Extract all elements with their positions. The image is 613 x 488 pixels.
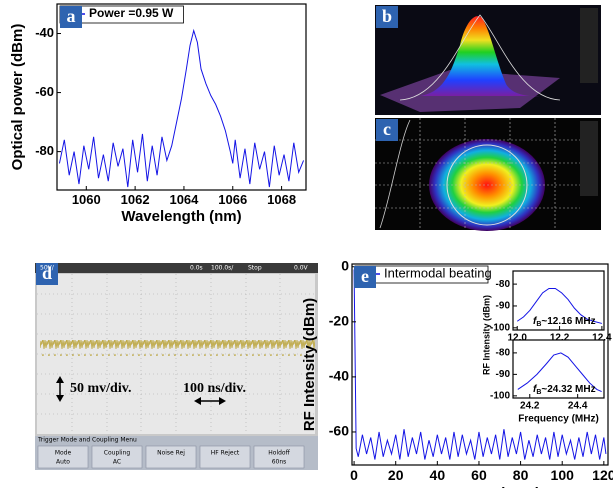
x-tick-label: 24.4 bbox=[568, 401, 588, 412]
panel-label-box bbox=[376, 119, 398, 141]
x-tick-label: 100 bbox=[551, 467, 575, 483]
annotation-subscript: B bbox=[536, 389, 541, 396]
panel-label-box bbox=[60, 6, 82, 28]
data-line bbox=[517, 352, 602, 393]
y-axis-label: RF Intensity (dBm) bbox=[301, 298, 318, 431]
panel-label: a bbox=[67, 6, 76, 26]
data-line bbox=[58, 28, 305, 188]
scope-button-value: AC bbox=[113, 459, 121, 466]
x-tick-label: 1068 bbox=[267, 192, 296, 207]
y-tick-label: -80 bbox=[496, 348, 511, 359]
y-axis-label: RF Intensity (dBm) bbox=[481, 295, 491, 375]
scope-status: 50V/ bbox=[40, 265, 55, 272]
scope-status: Stop bbox=[248, 265, 262, 272]
x-tick-label: 80 bbox=[513, 467, 529, 483]
x-tick-label: 120 bbox=[592, 467, 613, 483]
scope-button bbox=[199, 445, 251, 469]
y-tick-label: -80 bbox=[35, 143, 54, 158]
y-tick-label: 0 bbox=[341, 257, 349, 273]
panel-label: e bbox=[361, 266, 369, 286]
y-tick-label: -20 bbox=[329, 313, 349, 329]
x-tick-label: 1062 bbox=[121, 192, 150, 207]
scope-button bbox=[253, 445, 305, 469]
panel-label-box bbox=[354, 266, 376, 288]
annotation-text: ~24.32 MHz bbox=[541, 384, 595, 395]
y-tick-label: -40 bbox=[35, 25, 54, 40]
panel-label-box bbox=[36, 263, 58, 285]
annotation-text: ~12.16 MHz bbox=[541, 316, 595, 327]
panel-label: b bbox=[382, 6, 392, 26]
scope-button-label: HF Reject bbox=[211, 450, 240, 457]
x-tick-label: 1060 bbox=[72, 192, 101, 207]
scope-button bbox=[145, 445, 197, 469]
x-tick-label: 24.2 bbox=[520, 401, 540, 412]
annotation-subscript: B bbox=[536, 321, 541, 328]
x-axis-label: Wavelength (nm) bbox=[121, 208, 241, 225]
x-tick-label: 1064 bbox=[169, 192, 199, 207]
scope-button-label: Noise Rej bbox=[157, 450, 185, 457]
plot-frame bbox=[512, 339, 605, 399]
vertical-scale: 50 mv/div. bbox=[70, 381, 131, 396]
y-tick-label: -90 bbox=[496, 369, 511, 380]
scope-button bbox=[37, 445, 89, 469]
x-axis-label: Frequency (MHz) bbox=[420, 485, 541, 488]
y-tick-label: -100 bbox=[490, 322, 510, 333]
scope-button-label: Coupling bbox=[104, 450, 131, 457]
data-line bbox=[353, 269, 607, 460]
scope-button-value: Auto bbox=[56, 459, 70, 466]
y-tick-label: -90 bbox=[496, 301, 511, 312]
x-tick-label: 20 bbox=[388, 467, 404, 483]
x-tick-label: 60 bbox=[471, 467, 487, 483]
y-axis-label: Optical power (dBm) bbox=[9, 24, 26, 171]
x-tick-label: 1066 bbox=[218, 192, 247, 207]
scope-status: 0.0V bbox=[294, 265, 309, 272]
y-tick-label: -60 bbox=[329, 423, 349, 439]
y-tick-label: -100 bbox=[490, 390, 510, 401]
scope-button-label: Holdoff bbox=[268, 450, 290, 457]
annotation-symbol: f bbox=[533, 384, 538, 395]
x-tick-label: 12.0 bbox=[507, 333, 527, 344]
annotation: fB~24.32 MHz bbox=[533, 384, 596, 396]
x-axis-label: Frequency (MHz) bbox=[518, 414, 599, 425]
scope-button-value: 60ns bbox=[272, 459, 287, 466]
data-line bbox=[516, 287, 603, 324]
scope-status: 100.0s/ bbox=[211, 265, 234, 272]
annotation-symbol: f bbox=[533, 316, 538, 327]
y-tick-label: -40 bbox=[329, 368, 349, 384]
x-tick-label: 40 bbox=[430, 467, 446, 483]
scope-button bbox=[91, 445, 143, 469]
scope-button-label: Mode bbox=[55, 450, 72, 457]
x-tick-label: 12.2 bbox=[550, 333, 570, 344]
scope-status: 0.0s bbox=[190, 265, 203, 272]
legend-label: Power =0.95 W bbox=[89, 6, 174, 20]
legend-label: Intermodal beating bbox=[384, 265, 492, 280]
beam-2d-image bbox=[375, 118, 601, 231]
panel-label: d bbox=[42, 263, 52, 283]
annotation: fB~12.16 MHz bbox=[533, 316, 596, 328]
beam-3d-image bbox=[375, 5, 601, 115]
horizontal-scale: 100 ns/div. bbox=[183, 381, 246, 396]
x-tick-label: 12.4 bbox=[592, 333, 612, 344]
panel-label-box bbox=[376, 6, 398, 28]
panel-label: c bbox=[383, 119, 391, 139]
y-tick-label: -80 bbox=[496, 279, 511, 290]
y-tick-label: -60 bbox=[35, 84, 54, 99]
menu-title: Trigger Mode and Coupling Menu bbox=[37, 437, 137, 444]
x-tick-label: 0 bbox=[350, 467, 358, 483]
